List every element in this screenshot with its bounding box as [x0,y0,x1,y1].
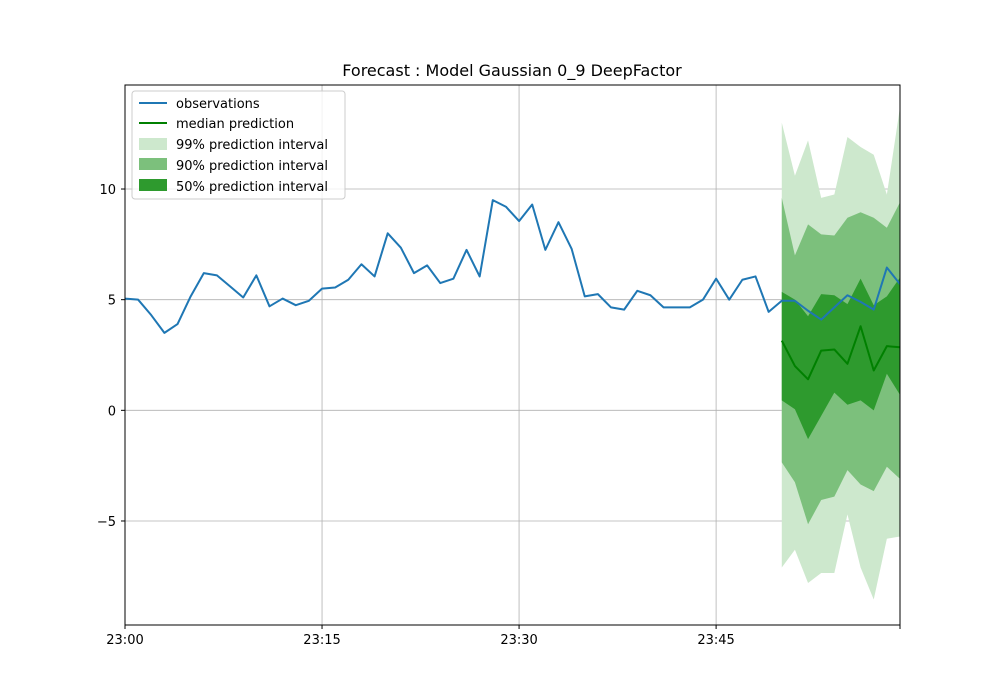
median-prediction-line [780,325,900,381]
legend-label-99-interval: 99% prediction interval [176,138,328,153]
x-tick-label: 23:30 [500,633,537,648]
legend-swatch-99-interval [139,138,167,150]
legend-frame [131,90,346,200]
axes-frame [124,84,901,626]
x-tick-label: 23:00 [106,633,143,648]
y-tick-label: 5 [108,294,116,309]
x-tick-label: 23:45 [697,633,734,648]
observations-line [125,199,900,334]
y-tick-label: 10 [99,183,116,198]
prediction-intervals [781,107,900,600]
legend-label-observations: observations [176,97,260,112]
legend-swatch-50-interval [139,179,167,191]
y-tick-label: 0 [108,404,116,419]
legend-swatch-90-interval [139,158,167,170]
axes: 23:00 23:15 23:30 23:45 −5 0 5 10 [97,84,901,648]
band-50-interval [781,277,900,440]
chart-title: Forecast : Model Gaussian 0_9 DeepFactor [342,61,682,81]
x-tick-label: 23:15 [303,633,340,648]
legend: observations median prediction 99% predi… [131,90,346,200]
legend-label-90-interval: 90% prediction interval [176,159,328,174]
y-tick-label: −5 [97,515,116,530]
legend-label-median: median prediction [176,117,294,132]
legend-label-50-interval: 50% prediction interval [176,180,328,195]
